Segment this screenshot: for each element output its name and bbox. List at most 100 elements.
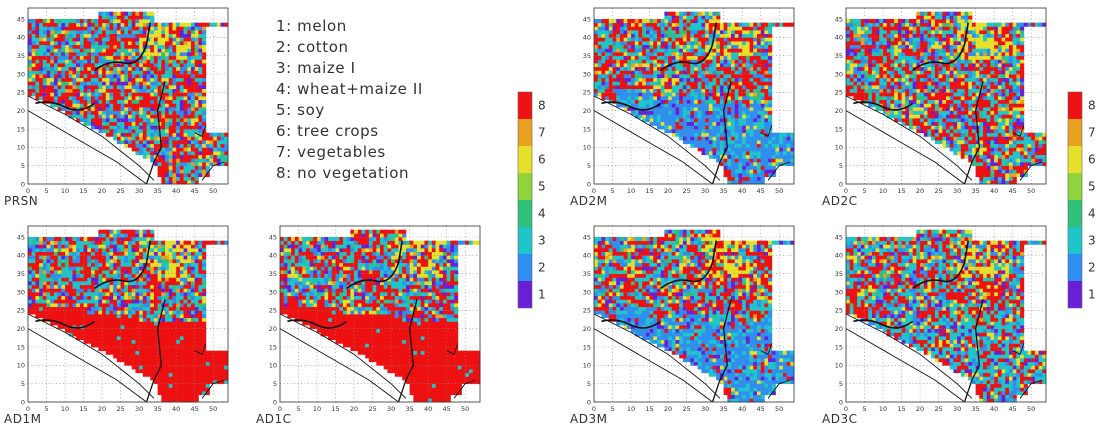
grid-cell (694, 44, 699, 49)
grid-cell (738, 59, 743, 64)
grid-cell (879, 66, 884, 71)
grid-cell (760, 151, 765, 156)
grid-cell (923, 48, 928, 53)
grid-cell (949, 52, 954, 57)
grid-cell (694, 26, 699, 31)
grid-cell (975, 118, 980, 123)
grid-cell (1042, 151, 1047, 156)
grid-cell (605, 41, 610, 46)
grid-cell (1008, 129, 1014, 134)
grid-cell (1016, 77, 1021, 82)
grid-cell (660, 22, 665, 27)
grid-cell (194, 74, 199, 79)
grid-cell (597, 30, 602, 35)
grid-cell (860, 88, 865, 93)
grid-cell (28, 26, 33, 31)
grid-cell (1001, 37, 1006, 42)
grid-cell (1023, 151, 1028, 156)
grid-cell (846, 70, 851, 75)
grid-cell (168, 143, 173, 148)
grid-cell (979, 63, 984, 68)
grid-cell (102, 88, 107, 93)
grid-cell (42, 19, 47, 24)
grid-cell (120, 121, 125, 126)
grid-cell (65, 19, 70, 24)
grid-cell (1016, 143, 1021, 148)
grid-cell (102, 66, 107, 71)
grid-cell (697, 74, 702, 79)
grid-cell (57, 55, 62, 60)
grid-cell (723, 30, 728, 35)
grid-cell (131, 37, 136, 42)
grid-cell (994, 52, 999, 57)
grid-cell (161, 66, 166, 71)
grid-cell (194, 44, 199, 49)
grid-cell (997, 107, 1002, 112)
grid-cell (105, 77, 110, 82)
grid-cell (938, 140, 943, 145)
grid-cell (679, 99, 684, 104)
grid-cell (649, 59, 654, 64)
grid-cell (1023, 140, 1028, 145)
grid-cell (168, 110, 173, 115)
grid-cell (994, 103, 999, 108)
grid-cell (786, 158, 791, 163)
grid-cell (90, 99, 96, 104)
grid-cell (701, 52, 706, 57)
grid-cell (994, 88, 999, 93)
grid-cell (619, 81, 625, 86)
grid-cell (190, 22, 196, 27)
grid-cell (90, 107, 96, 112)
grid-cell (986, 132, 991, 137)
grid-cell (968, 158, 973, 163)
grid-cell (938, 92, 943, 97)
grid-cell (28, 48, 33, 53)
grid-cell (994, 85, 999, 90)
grid-cell (734, 66, 739, 71)
grid-cell (664, 19, 669, 24)
grid-cell (616, 52, 621, 57)
grid-cell (168, 158, 173, 163)
grid-cell (594, 85, 599, 90)
grid-cell (879, 44, 884, 49)
grid-cell (760, 41, 765, 46)
grid-cell (28, 74, 33, 79)
grid-cell (886, 44, 891, 49)
grid-cell (960, 140, 965, 145)
grid-cell (187, 37, 192, 42)
grid-cell (1020, 37, 1025, 42)
grid-cell (886, 63, 891, 68)
grid-cell (65, 66, 70, 71)
grid-cell (727, 169, 732, 174)
grid-cell (920, 33, 925, 38)
grid-cell (65, 55, 70, 60)
grid-cell (727, 48, 732, 53)
grid-cell (31, 74, 36, 79)
grid-cell (716, 88, 721, 93)
grid-cell (616, 41, 621, 46)
grid-cell (616, 103, 621, 108)
grid-cell (94, 103, 99, 108)
grid-cell (901, 121, 906, 126)
grid-cell (168, 22, 173, 27)
grid-cell (198, 147, 203, 152)
grid-cell (979, 66, 984, 71)
grid-cell (72, 74, 77, 79)
grid-cell (90, 44, 96, 49)
grid-cell (701, 26, 706, 31)
grid-cell (694, 11, 699, 16)
grid-cell (109, 48, 114, 53)
grid-cell (871, 44, 877, 49)
grid-cell (864, 37, 869, 42)
grid-cell (738, 74, 743, 79)
grid-cell (109, 26, 114, 31)
grid-cell (753, 129, 758, 134)
grid-cell (102, 110, 107, 115)
grid-cell (142, 96, 147, 101)
grid-cell (975, 103, 980, 108)
grid-cell (224, 162, 229, 167)
grid-cell (753, 92, 758, 97)
grid-cell (660, 88, 665, 93)
grid-cell (594, 22, 599, 27)
y-tick-label: 0 (587, 180, 591, 188)
